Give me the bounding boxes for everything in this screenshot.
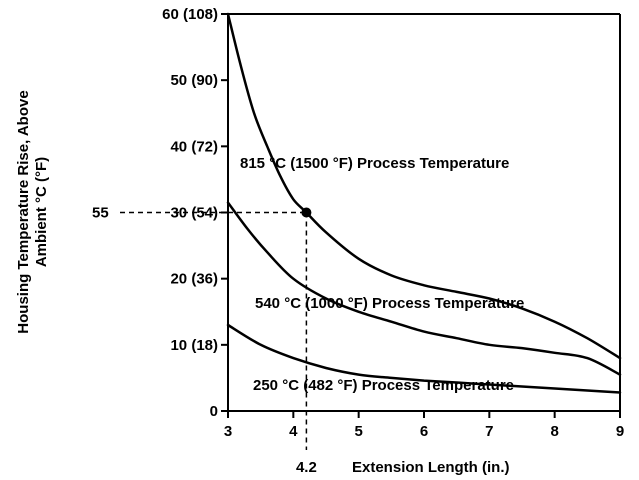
series-line-250 — [226, 323, 622, 394]
series-label-540: 540 °C (1000 °F) Process Temperature — [255, 295, 524, 312]
ref-x-label: 4.2 — [296, 459, 317, 476]
y-tick-label: 50 (90) — [170, 72, 218, 89]
y-axis-title-line-1: Housing Temperature Rise, Above — [15, 90, 32, 333]
x-tick-label: 3 — [224, 423, 232, 440]
x-tick-label: 6 — [420, 423, 428, 440]
series-line-815 — [226, 12, 622, 360]
series-label-815: 815 °C (1500 °F) Process Temperature — [240, 155, 509, 172]
y-tick-label: 40 (72) — [170, 138, 218, 155]
y-tick-label: 60 (108) — [162, 6, 218, 23]
series-lines — [226, 12, 622, 394]
y-axis-title-line-2: Ambient °C (°F) — [33, 157, 50, 267]
x-ticks: 3 4 5 6 7 8 9 — [224, 411, 624, 440]
x-tick-label: 7 — [485, 423, 493, 440]
ref-y-label: 55 — [92, 205, 109, 222]
x-tick-label: 4 — [289, 423, 298, 440]
y-tick-label: 0 — [210, 403, 218, 420]
y-ticks: 010 (18)20 (36)30 (54)40 (72)50 (90)60 (… — [162, 6, 228, 420]
y-tick-label: 20 (36) — [170, 271, 218, 288]
series-line-540 — [226, 201, 622, 376]
x-axis-title: Extension Length (in.) — [352, 459, 510, 476]
x-tick-label: 9 — [616, 423, 624, 440]
y-tick-label: 10 (18) — [170, 337, 218, 354]
x-tick-label: 8 — [550, 423, 558, 440]
series-label-250: 250 °C (482 °F) Process Temperature — [253, 377, 514, 394]
x-tick-label: 5 — [354, 423, 362, 440]
